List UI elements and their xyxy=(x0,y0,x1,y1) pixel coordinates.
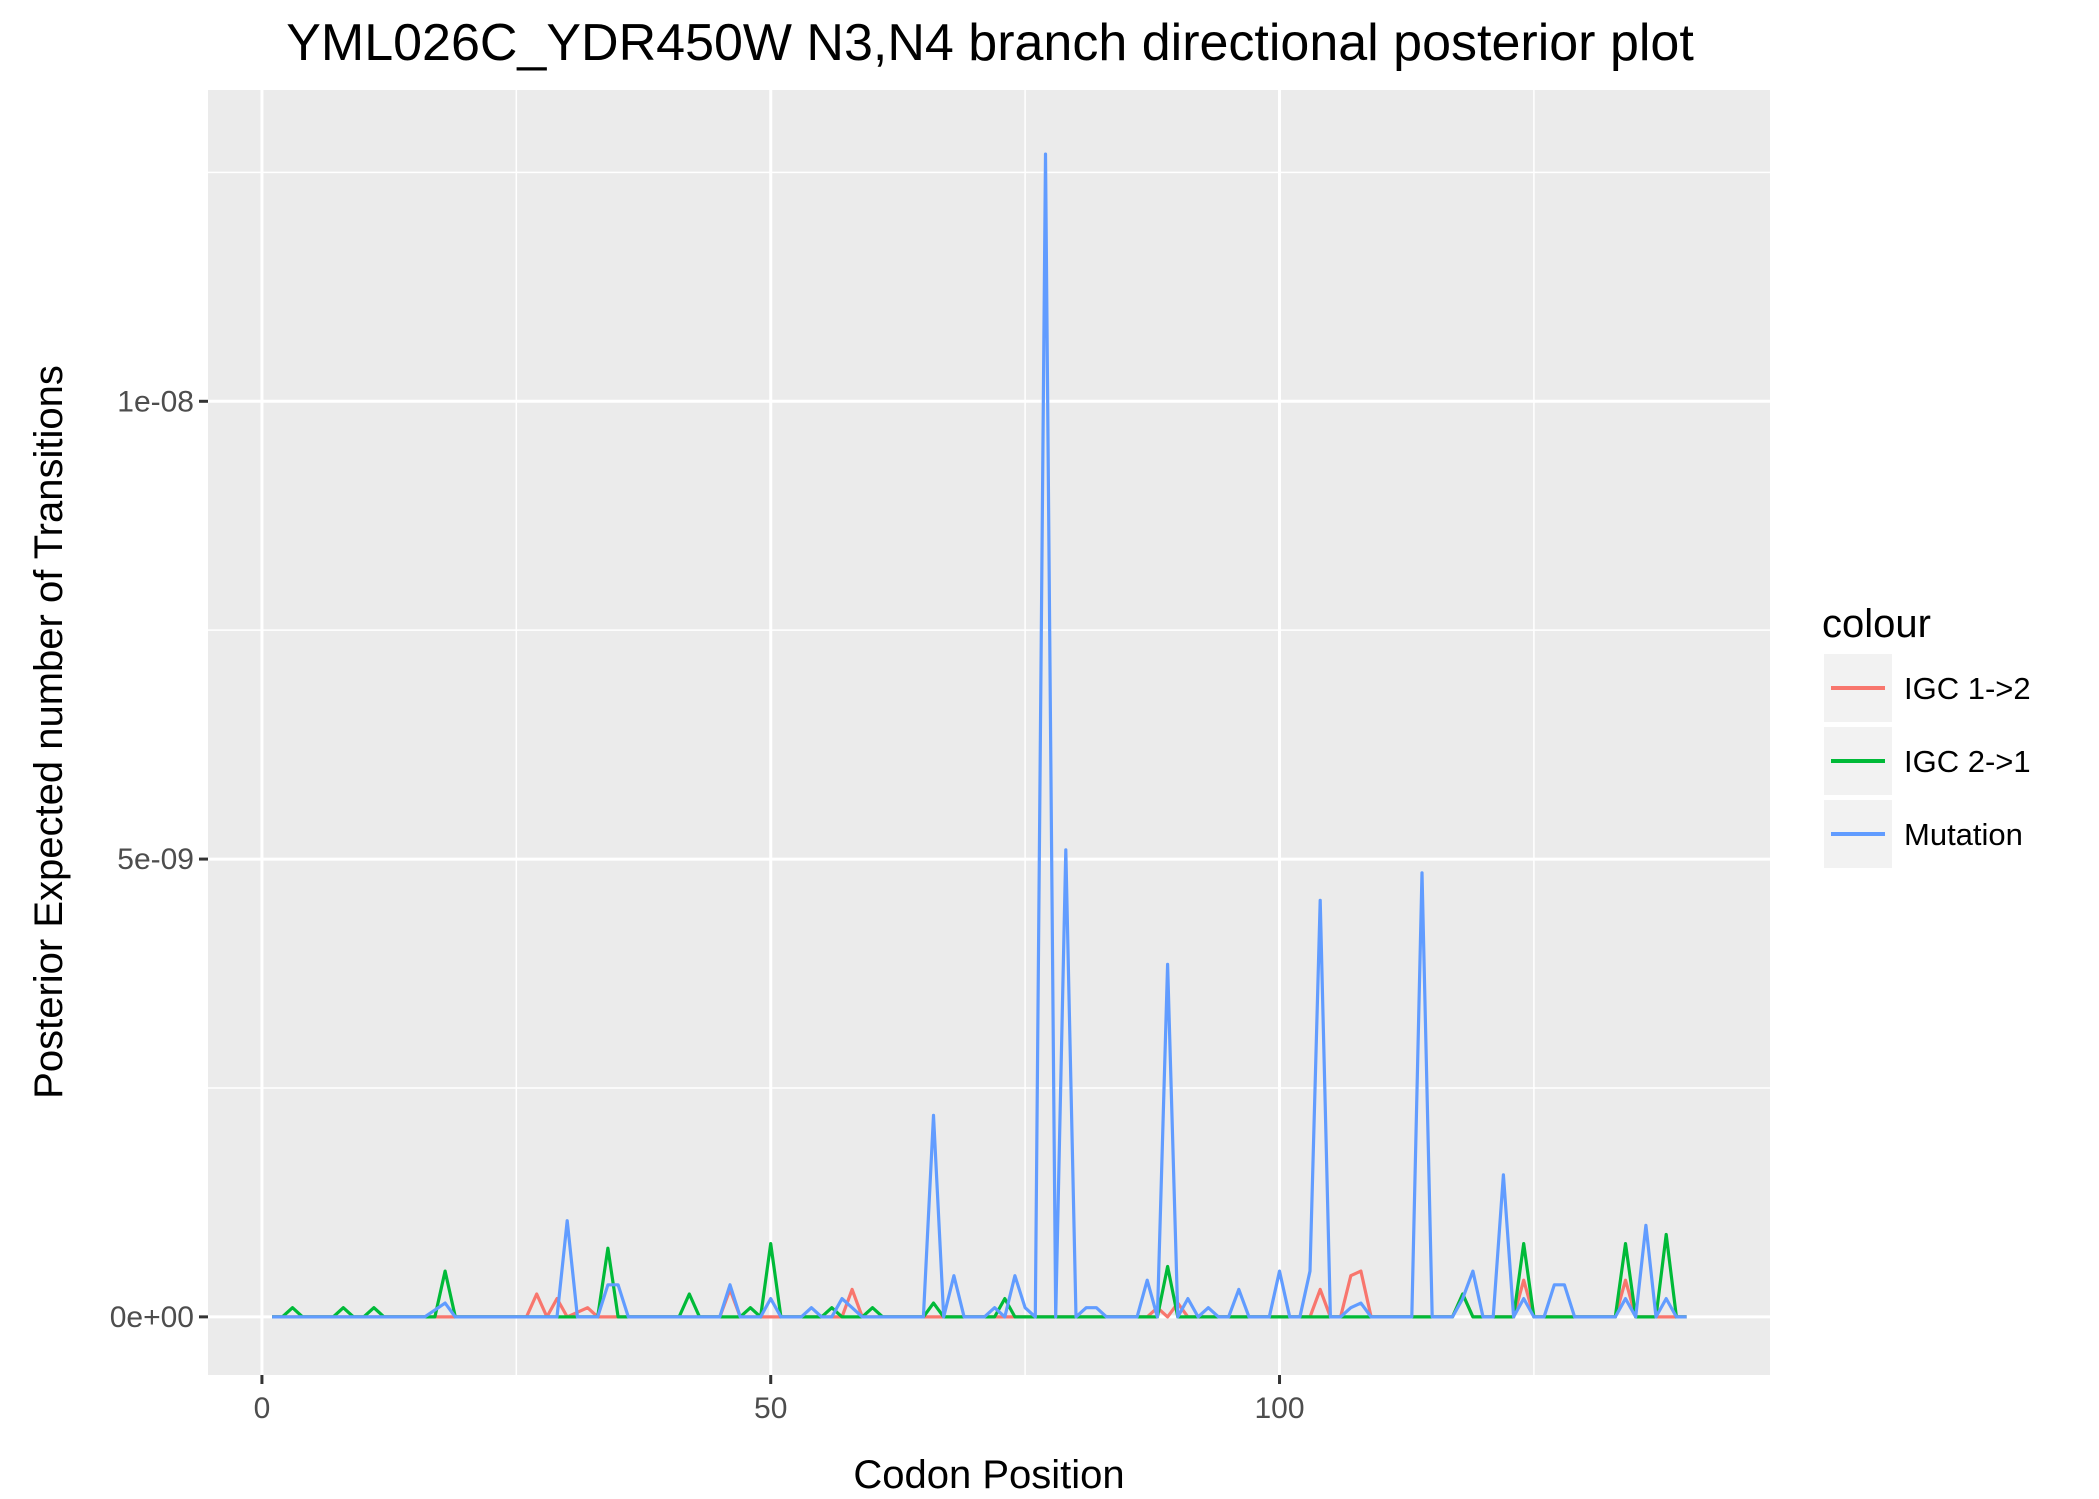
x-tick-label: 100 xyxy=(1254,1392,1304,1425)
legend-label: IGC 2->1 xyxy=(1904,744,2031,779)
y-tick-label: 0e+00 xyxy=(110,1301,194,1334)
legend-item-mutation: Mutation xyxy=(1824,800,2023,868)
x-axis-title: Codon Position xyxy=(853,1453,1124,1497)
y-tick-label: 1e-08 xyxy=(117,385,194,418)
series-lines xyxy=(272,152,1687,1319)
y-axis-title: Posterior Expected number of Transitions xyxy=(27,365,71,1099)
series-line-igc-2-1 xyxy=(272,1232,1687,1319)
legend-title: colour xyxy=(1822,602,1931,646)
legend: colour IGC 1->2 IGC 2->1 Mutation xyxy=(1822,602,2031,868)
series-line-mutation xyxy=(272,152,1687,1319)
chart-title: YML026C_YDR450W N3,N4 branch directional… xyxy=(286,14,1694,72)
plot-panel xyxy=(208,90,1770,1375)
axes: 0 50 100 0e+00 5e-09 1e-08 xyxy=(110,385,1305,1425)
legend-item-igc-1-2: IGC 1->2 xyxy=(1824,654,2031,722)
legend-item-igc-2-1: IGC 2->1 xyxy=(1824,727,2031,795)
y-tick-label: 5e-09 xyxy=(117,843,194,876)
legend-label: Mutation xyxy=(1904,817,2023,852)
legend-label: IGC 1->2 xyxy=(1904,671,2031,706)
x-tick-label: 0 xyxy=(254,1392,271,1425)
x-tick-label: 50 xyxy=(754,1392,787,1425)
